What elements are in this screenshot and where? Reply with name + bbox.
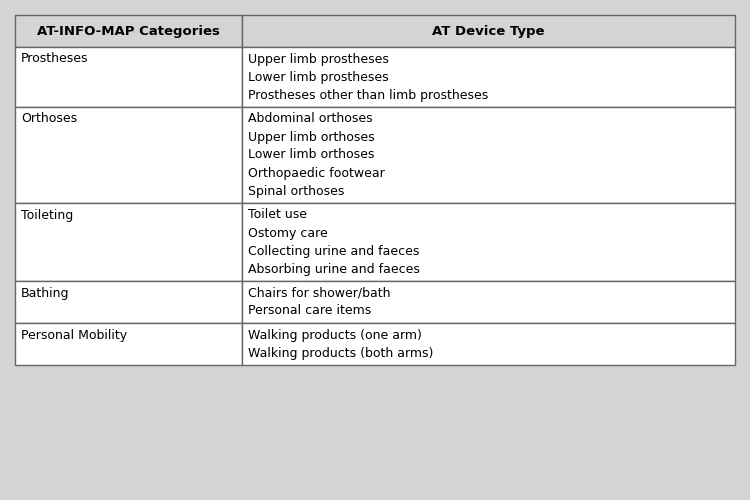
Bar bbox=[242, 15, 735, 47]
Text: Prostheses other than limb prostheses: Prostheses other than limb prostheses bbox=[248, 88, 488, 102]
Text: Prostheses: Prostheses bbox=[21, 52, 88, 66]
Text: AT-INFO-MAP Categories: AT-INFO-MAP Categories bbox=[37, 24, 220, 38]
Bar bbox=[15, 15, 242, 47]
Text: AT Device Type: AT Device Type bbox=[432, 24, 544, 38]
Bar bbox=[242, 107, 735, 203]
Bar bbox=[15, 281, 242, 323]
Text: Chairs for shower/bath: Chairs for shower/bath bbox=[248, 286, 390, 300]
Text: Ostomy care: Ostomy care bbox=[248, 226, 328, 239]
Bar bbox=[242, 203, 735, 281]
Text: Walking products (both arms): Walking products (both arms) bbox=[248, 346, 433, 360]
Bar bbox=[242, 47, 735, 107]
Text: Bathing: Bathing bbox=[21, 286, 70, 300]
Text: Abdominal orthoses: Abdominal orthoses bbox=[248, 112, 373, 126]
Text: Upper limb prostheses: Upper limb prostheses bbox=[248, 52, 388, 66]
Bar bbox=[15, 203, 242, 281]
Text: Personal Mobility: Personal Mobility bbox=[21, 328, 127, 342]
Text: Absorbing urine and faeces: Absorbing urine and faeces bbox=[248, 262, 420, 276]
Bar bbox=[15, 107, 242, 203]
Text: Upper limb orthoses: Upper limb orthoses bbox=[248, 130, 374, 143]
Text: Walking products (one arm): Walking products (one arm) bbox=[248, 328, 422, 342]
Text: Lower limb prostheses: Lower limb prostheses bbox=[248, 70, 388, 84]
Bar bbox=[242, 281, 735, 323]
Bar bbox=[242, 323, 735, 365]
Text: Spinal orthoses: Spinal orthoses bbox=[248, 184, 344, 198]
Bar bbox=[15, 47, 242, 107]
Text: Collecting urine and faeces: Collecting urine and faeces bbox=[248, 244, 419, 258]
Text: Toileting: Toileting bbox=[21, 208, 74, 222]
Bar bbox=[15, 323, 242, 365]
Text: Toilet use: Toilet use bbox=[248, 208, 307, 222]
Text: Orthopaedic footwear: Orthopaedic footwear bbox=[248, 166, 385, 179]
Text: Lower limb orthoses: Lower limb orthoses bbox=[248, 148, 374, 162]
Text: Personal care items: Personal care items bbox=[248, 304, 371, 318]
Text: Orthoses: Orthoses bbox=[21, 112, 77, 126]
